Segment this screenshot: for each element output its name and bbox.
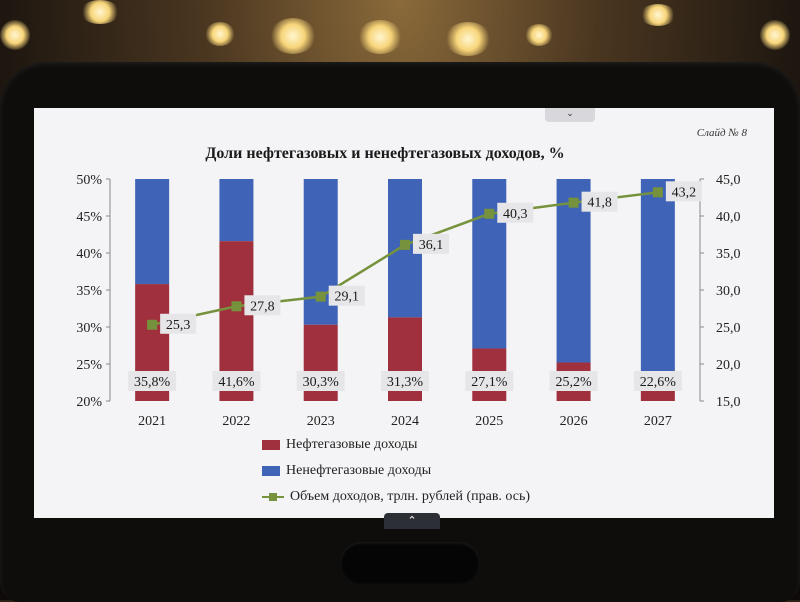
y-right-tick-label: 35,0 bbox=[716, 247, 741, 262]
data-label-revenue: 43,2 bbox=[672, 185, 697, 200]
data-label-bg bbox=[381, 371, 429, 391]
y-right-tick-label: 45,0 bbox=[716, 173, 741, 188]
data-label-bg bbox=[581, 191, 618, 212]
y-right-tick-label: 40,0 bbox=[716, 210, 741, 225]
point-revenue bbox=[400, 239, 410, 250]
point-revenue bbox=[147, 319, 158, 330]
data-label-revenue: 27,8 bbox=[250, 299, 275, 314]
bar-non-oil-gas bbox=[219, 179, 254, 242]
y-left-tick-label: 40% bbox=[76, 247, 102, 262]
data-label-revenue: 29,1 bbox=[334, 290, 359, 305]
x-tick-label: 2026 bbox=[560, 414, 588, 429]
ceiling-light bbox=[80, 0, 120, 24]
legend-label-revenue: Объем доходов, трлн. рублей (прав. ось) bbox=[290, 489, 531, 504]
legend-swatch-oil-gas bbox=[262, 440, 280, 450]
data-label-bg bbox=[549, 371, 598, 391]
data-label-revenue: 36,1 bbox=[419, 238, 444, 253]
x-tick-label: 2023 bbox=[307, 414, 335, 429]
data-label-bg bbox=[128, 371, 177, 391]
data-label-bg bbox=[465, 371, 514, 391]
x-tick-label: 2025 bbox=[475, 414, 503, 429]
data-label-oil-gas: 31,3% bbox=[387, 375, 424, 390]
slide-number: Слайд № 8 bbox=[696, 127, 747, 139]
point-revenue bbox=[484, 208, 495, 219]
y-left-tick-label: 25% bbox=[76, 358, 102, 373]
legend-item-oil-gas: Нефтегазовые доходы bbox=[262, 432, 602, 458]
ceiling-light bbox=[760, 20, 790, 50]
y-left-tick-label: 45% bbox=[76, 210, 102, 225]
data-label-revenue: 41,8 bbox=[587, 196, 612, 211]
chevron-down-icon: ⌄ bbox=[566, 109, 574, 119]
legend-item-revenue: Объем доходов, трлн. рублей (прав. ось) bbox=[262, 484, 602, 510]
data-label-oil-gas: 41,6% bbox=[218, 375, 255, 390]
data-label-bg bbox=[633, 371, 682, 391]
data-label-bg bbox=[212, 371, 261, 391]
point-revenue bbox=[315, 291, 326, 302]
collapse-tab[interactable]: ⌄ bbox=[545, 108, 595, 122]
x-tick-label: 2024 bbox=[391, 414, 419, 429]
data-label-revenue: 25,3 bbox=[166, 318, 191, 333]
data-label-bg bbox=[244, 295, 281, 316]
ceiling-light bbox=[0, 20, 30, 50]
legend-item-non-oil-gas: Ненефтегазовые доходы bbox=[262, 458, 602, 484]
point-revenue bbox=[231, 301, 242, 312]
x-tick-label: 2022 bbox=[222, 414, 250, 429]
legend-label-non-oil-gas: Ненефтегазовые доходы bbox=[286, 463, 432, 478]
data-label-oil-gas: 30,3% bbox=[303, 375, 340, 390]
expand-tab[interactable]: ⌃ bbox=[384, 513, 440, 529]
y-left-tick-label: 20% bbox=[76, 395, 102, 410]
data-label-bg bbox=[160, 313, 197, 334]
data-label-bg bbox=[665, 181, 702, 202]
legend-swatch-non-oil-gas bbox=[262, 466, 280, 476]
point-revenue bbox=[568, 197, 579, 208]
bar-non-oil-gas bbox=[640, 179, 675, 382]
legend-label-oil-gas: Нефтегазовые доходы bbox=[286, 437, 418, 452]
legend-swatch-revenue bbox=[262, 492, 284, 502]
chart-legend: Нефтегазовые доходы Ненефтегазовые доход… bbox=[262, 432, 602, 510]
y-right-tick-label: 30,0 bbox=[716, 284, 741, 299]
home-button[interactable] bbox=[340, 542, 480, 584]
chevron-up-icon: ⌃ bbox=[407, 514, 417, 527]
x-tick-label: 2021 bbox=[138, 414, 166, 429]
point-revenue bbox=[652, 187, 663, 198]
ceiling-light bbox=[525, 24, 553, 46]
data-label-bg bbox=[497, 202, 534, 223]
data-label-oil-gas: 25,2% bbox=[555, 375, 592, 390]
y-left-tick-label: 35% bbox=[76, 284, 102, 299]
data-label-bg bbox=[296, 371, 345, 391]
bar-non-oil-gas bbox=[135, 179, 170, 285]
x-tick-label: 2027 bbox=[644, 414, 672, 429]
data-label-oil-gas: 27,1% bbox=[471, 375, 508, 390]
data-label-oil-gas: 35,8% bbox=[134, 375, 171, 390]
chart-title: Доли нефтегазовых и ненефтегазовых доход… bbox=[205, 145, 565, 162]
data-label-revenue: 40,3 bbox=[503, 207, 528, 222]
y-right-tick-label: 20,0 bbox=[716, 358, 741, 373]
data-label-bg bbox=[413, 233, 449, 254]
y-left-tick-label: 50% bbox=[76, 173, 102, 188]
ceiling-light bbox=[270, 18, 316, 54]
y-right-tick-label: 15,0 bbox=[716, 395, 741, 410]
ceiling-light bbox=[205, 22, 235, 46]
ceiling-light bbox=[445, 22, 491, 56]
y-left-tick-label: 30% bbox=[76, 321, 102, 336]
ceiling-light bbox=[358, 20, 402, 54]
y-right-tick-label: 25,0 bbox=[716, 321, 741, 336]
data-label-bg bbox=[328, 285, 365, 306]
ceiling-light bbox=[640, 4, 676, 26]
data-label-oil-gas: 22,6% bbox=[640, 375, 677, 390]
